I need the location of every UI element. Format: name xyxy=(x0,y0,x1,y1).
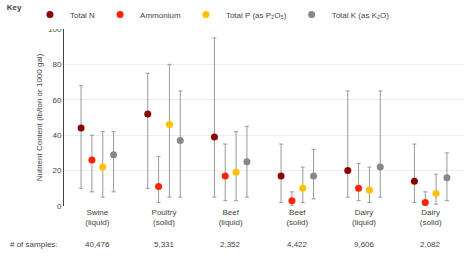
svg-text:9,606: 9,606 xyxy=(354,240,375,249)
svg-text:40,476: 40,476 xyxy=(85,240,110,249)
svg-text:5,331: 5,331 xyxy=(154,240,175,249)
svg-text:Dairy(solid): Dairy(solid) xyxy=(420,208,442,227)
svg-text:4,422: 4,422 xyxy=(287,240,308,249)
svg-text:Dairy(liquid): Dairy(liquid) xyxy=(352,208,376,227)
svg-text:20: 20 xyxy=(52,166,61,175)
svg-text:80: 80 xyxy=(52,60,61,69)
svg-text:Beef(solid): Beef(solid) xyxy=(286,208,308,227)
svg-text:Nutrient Content (lb/ton or 10: Nutrient Content (lb/ton or 1000 gal) xyxy=(35,53,44,181)
svg-text:2,082: 2,082 xyxy=(420,240,441,249)
svg-text:Total P (as P₂O₅): Total P (as P₂O₅) xyxy=(226,11,287,20)
svg-text:Poultry(solid): Poultry(solid) xyxy=(152,208,177,227)
svg-text:Total K (as K₂O): Total K (as K₂O) xyxy=(332,11,390,20)
svg-text:Beef(liquid): Beef(liquid) xyxy=(219,208,243,227)
svg-text:Key: Key xyxy=(7,3,22,12)
svg-text:100: 100 xyxy=(48,24,62,34)
svg-text:Total N: Total N xyxy=(70,11,95,20)
svg-text:0: 0 xyxy=(57,202,62,211)
svg-text:# of samples:: # of samples: xyxy=(10,240,58,249)
svg-text:2,352: 2,352 xyxy=(220,240,241,249)
svg-text:Swine(liquid): Swine(liquid) xyxy=(85,208,109,227)
svg-text:40: 40 xyxy=(52,131,61,140)
svg-text:60: 60 xyxy=(52,96,61,105)
svg-text:Ammonium: Ammonium xyxy=(140,11,181,20)
